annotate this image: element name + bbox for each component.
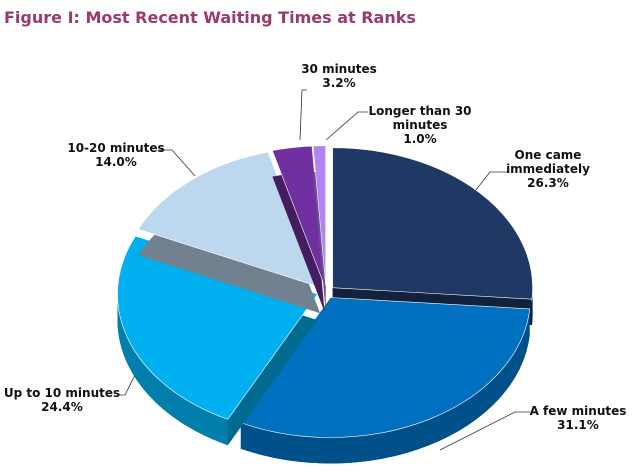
slice-side [117,294,228,446]
category-label: 30 minutes [301,62,377,76]
slice-top [240,297,531,438]
value-label: 31.1% [557,418,599,432]
pie-slice [312,145,327,312]
value-label: 24.4% [41,400,83,414]
slice-top [137,151,321,288]
chart-title: Figure I: Most Recent Waiting Times at R… [4,8,416,27]
leader-line [118,374,136,396]
leader-line [299,89,307,141]
slice-label: 10-20 minutes 14.0% [61,141,171,169]
value-label: 26.3% [527,176,569,190]
category-label: 10-20 minutes [67,141,165,155]
slice-side [240,308,530,464]
pie-slice [271,145,325,312]
slice-label: Longer than 30 minutes 1.0% [360,104,480,146]
category-label: A few minutes [529,404,627,418]
slice-top [332,147,533,300]
category-label: One came immediately [506,148,590,176]
slice-label: One came immediately 26.3% [501,148,596,190]
pie-slice [332,147,533,326]
value-label: 3.2% [322,76,356,90]
slice-label: 30 minutes 3.2% [294,62,384,90]
category-label: Up to 10 minutes [3,386,121,400]
leader-line [439,411,530,451]
slice-label: A few minutes 31.1% [523,404,632,432]
leader-line [471,171,508,196]
leader-line [325,111,368,141]
slice-top [312,145,327,286]
category-label: Longer than 30 minutes [368,104,472,132]
value-label: 1.0% [403,132,437,146]
value-label: 14.0% [95,155,137,169]
pie-slice [240,297,531,464]
pie-slice [137,151,321,314]
slice-top [271,145,325,286]
leader-line [158,149,196,177]
leader-lines [118,89,530,451]
slice-label: Up to 10 minutes 24.4% [2,386,122,414]
